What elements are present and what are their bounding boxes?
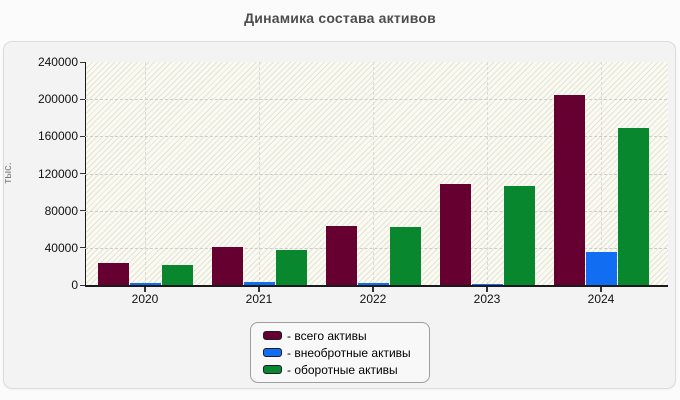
h-gridline xyxy=(85,99,667,101)
x-tick-mark xyxy=(600,287,602,292)
x-tick-label: 2020 xyxy=(131,292,159,306)
y-tick-mark xyxy=(80,61,85,63)
legend-label: - оборотные активы xyxy=(287,362,398,377)
bar-total-2023 xyxy=(440,183,471,285)
legend-item: - оборотные активы xyxy=(263,363,429,377)
y-tick-mark xyxy=(80,135,85,137)
y-tick-mark xyxy=(80,284,85,286)
bar-noncurrent-2021 xyxy=(244,282,275,285)
bar-noncurrent-2022 xyxy=(358,283,389,285)
bar-total-2024 xyxy=(554,95,585,285)
h-gridline xyxy=(85,210,667,212)
legend-swatch-total xyxy=(263,331,282,340)
y-tick-mark xyxy=(80,247,85,249)
bar-total-2022 xyxy=(326,225,357,285)
y-tick-label: 40000 xyxy=(44,240,78,255)
x-tick-label: 2024 xyxy=(587,292,615,306)
bar-current-2024 xyxy=(618,127,649,285)
x-tick-label: 2023 xyxy=(473,292,501,306)
h-gridline xyxy=(85,173,667,175)
bar-current-2020 xyxy=(162,264,193,285)
bar-noncurrent-2020 xyxy=(130,283,161,285)
legend: - всего активы - внеобротные активы - обор… xyxy=(250,322,430,383)
legend-item: - внеобротные активы xyxy=(263,346,429,360)
y-tick-mark xyxy=(80,173,85,174)
y-axis-label: тыс. xyxy=(2,162,14,184)
y-tick-label: 240000 xyxy=(37,55,78,69)
y-tick-label: 200000 xyxy=(37,92,78,107)
x-tick-mark xyxy=(486,287,488,292)
x-tick-mark xyxy=(144,287,146,292)
bar-noncurrent-2023 xyxy=(472,283,503,285)
y-tick-label: 0 xyxy=(71,278,78,292)
y-tick-mark xyxy=(80,98,85,100)
y-tick-label: 120000 xyxy=(37,166,78,181)
h-gridline xyxy=(85,136,667,138)
v-gridline xyxy=(601,62,602,285)
bar-total-2021 xyxy=(212,246,243,285)
y-tick-label: 160000 xyxy=(37,129,78,144)
y-tick-label: 80000 xyxy=(44,203,78,218)
h-gridline xyxy=(85,247,667,249)
x-tick-label: 2022 xyxy=(359,292,387,306)
chart-title: Динамика состава активов xyxy=(244,10,436,26)
x-tick-mark xyxy=(258,287,260,292)
v-gridline xyxy=(145,62,146,285)
v-gridline xyxy=(259,62,260,285)
x-tick-mark xyxy=(372,287,374,292)
v-gridline xyxy=(373,62,374,285)
bar-total-2020 xyxy=(98,262,129,285)
legend-label: - всего активы xyxy=(287,328,367,343)
bar-noncurrent-2024 xyxy=(586,252,617,285)
legend-swatch-noncurrent xyxy=(263,348,282,357)
bar-current-2021 xyxy=(276,249,307,285)
legend-item: - всего активы xyxy=(263,329,429,343)
legend-label: - внеобротные активы xyxy=(287,345,411,360)
bar-current-2023 xyxy=(504,185,535,285)
x-tick-label: 2021 xyxy=(245,292,273,306)
v-gridline xyxy=(487,62,488,285)
bar-current-2022 xyxy=(390,227,421,285)
y-tick-mark xyxy=(80,210,85,212)
legend-swatch-current xyxy=(263,365,282,374)
